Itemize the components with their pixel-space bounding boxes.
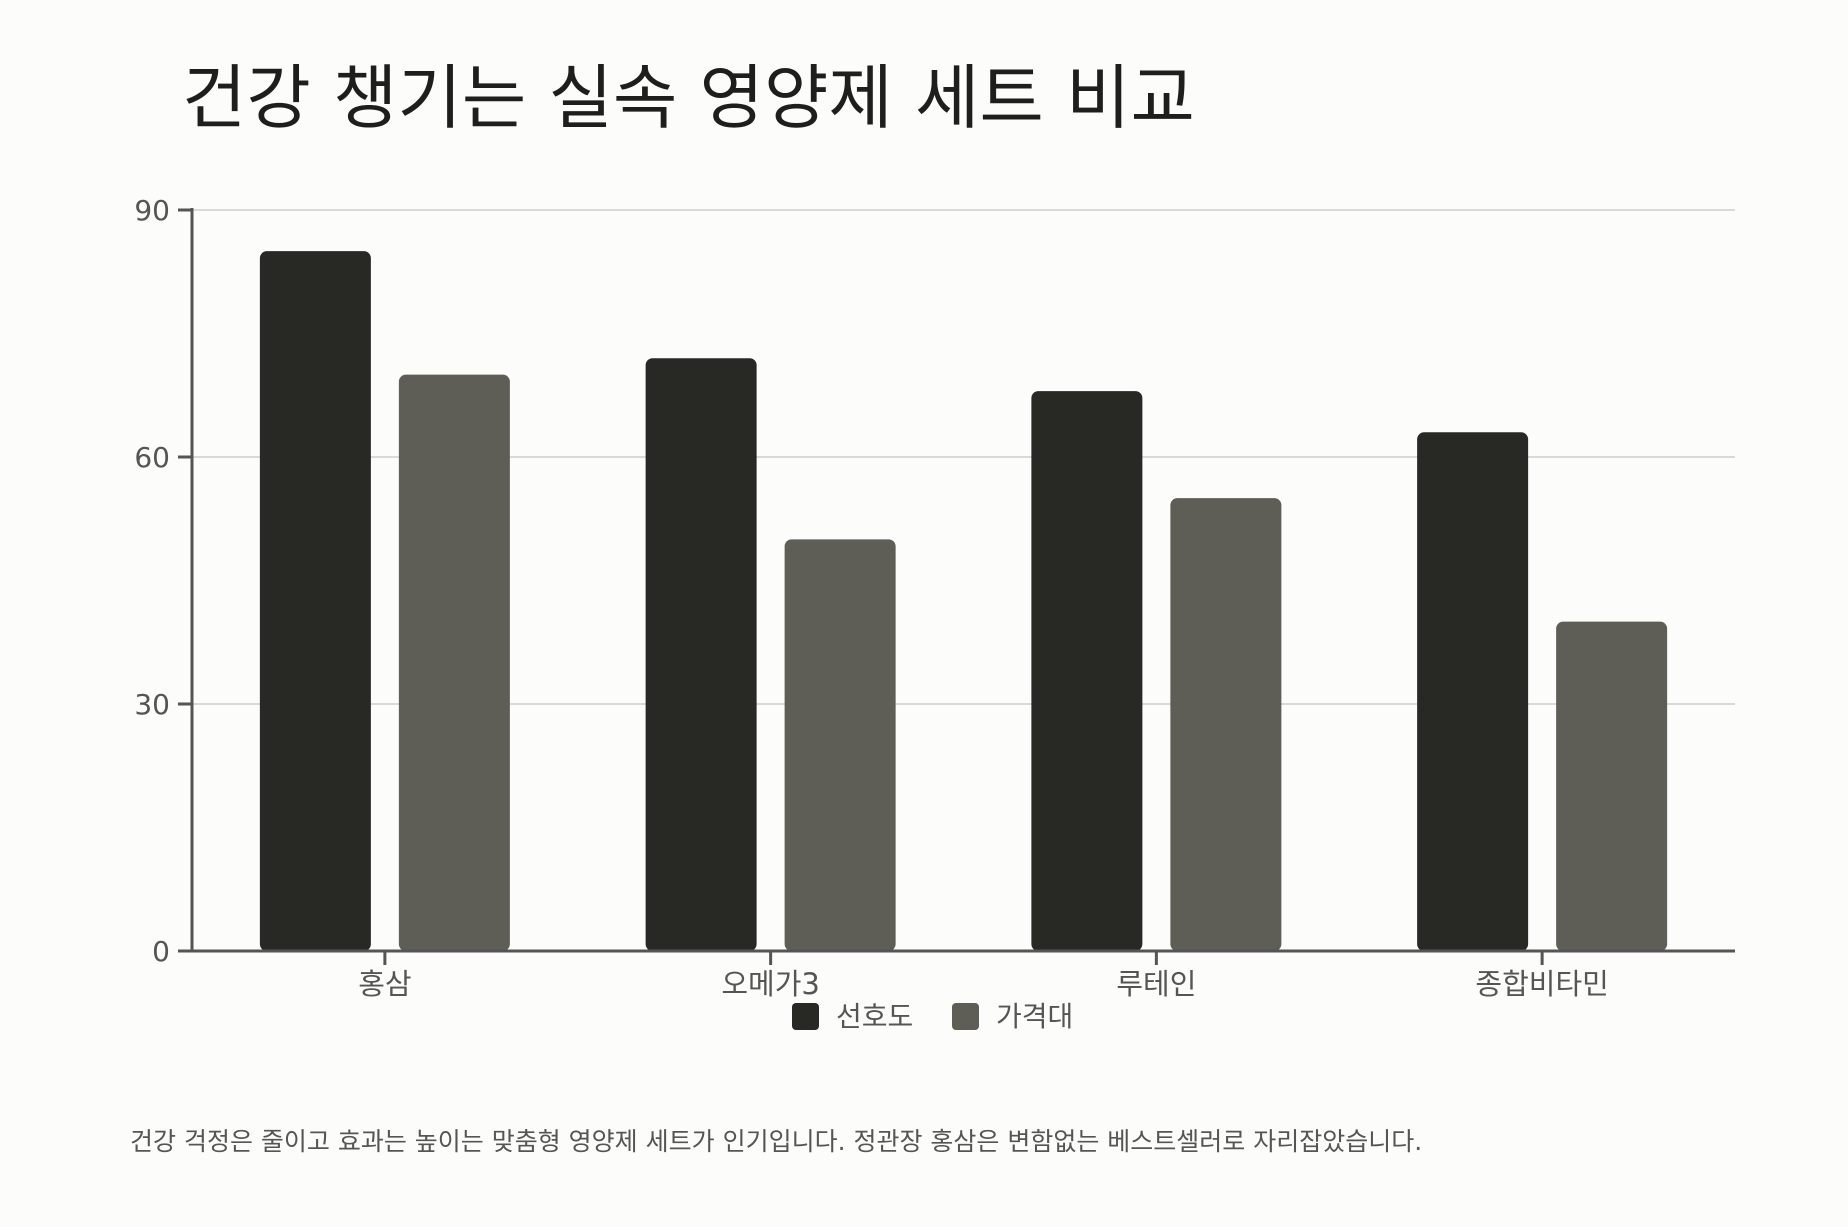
bars [259,251,1668,952]
legend-swatch [952,1003,979,1030]
y-tick-label: 0 [152,935,170,968]
chart-title: 건강 챙기는 실속 영양제 세트 비교 [182,57,1195,139]
y-tick-label: 30 [134,688,170,721]
bar-preference-1 [645,358,757,951]
bar-price-0 [398,374,510,952]
axes [178,208,1735,965]
legend-label: 가격대 [996,1000,1073,1033]
axis-labels: 0 30 60 90 홍삼 오메가3 루테인 종합비타민 [134,194,1608,1001]
x-tick-label: 홍삼 [358,967,411,1001]
legend: 선호도 가격대 [792,1000,1073,1033]
bar-preference-2 [1031,391,1143,952]
x-tick-label: 오메가3 [721,967,820,1001]
chart-caption: 건강 걱정은 줄이고 효과는 높이는 맞춤형 영양제 세트가 인기입니다. 정관… [130,1127,1423,1156]
bar-preference-3 [1417,432,1529,951]
bar-price-1 [784,539,896,951]
x-tick-label: 종합비타민 [1475,967,1608,1001]
y-tick-label: 90 [134,194,170,227]
legend-swatch [792,1003,819,1030]
bar-price-2 [1170,498,1282,951]
y-tick-label: 60 [134,441,170,474]
x-tick-label: 루테인 [1116,967,1196,1001]
bar-price-3 [1556,621,1668,951]
legend-label: 선호도 [836,1000,913,1033]
bar-preference-0 [259,251,371,951]
